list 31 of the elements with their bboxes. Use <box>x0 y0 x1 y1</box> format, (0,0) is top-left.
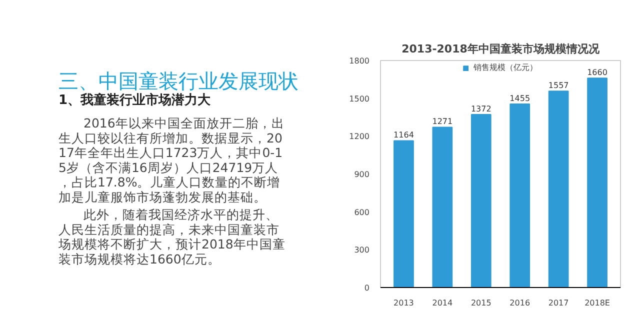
bar <box>432 126 453 288</box>
y-tick-label: 300 <box>354 246 370 255</box>
y-tick-label: 1200 <box>349 132 370 142</box>
bar <box>470 114 492 288</box>
bar <box>394 140 414 288</box>
bar <box>548 90 569 288</box>
bar <box>587 78 608 288</box>
bar <box>510 104 530 288</box>
y-tick-label: 900 <box>354 170 370 179</box>
data-label: 1455 <box>510 94 530 104</box>
y-tick-label: 600 <box>354 208 370 217</box>
text: 1、我童装行业市场潜力大 <box>58 92 212 108</box>
x-tick-label: 2016 <box>510 298 530 308</box>
data-label: 1557 <box>548 81 569 90</box>
data-label: 1660 <box>587 68 608 78</box>
x-tick-label: 2015 <box>470 298 492 308</box>
data-label: 1372 <box>470 104 492 114</box>
data-label: 1271 <box>432 117 453 126</box>
x-tick-label: 2014 <box>432 298 453 308</box>
y-tick-label: 1800 <box>349 56 370 66</box>
text: 2016年以来中国全面放开二胎，出生人口较以往有所增加。数据显示，2017年全年出生人口1723万人，其中0-15岁（含不满16周岁）人口24719万人，占比17.8%。儿童人口数量的不断增加是儿童服饰市场蓬勃发展的基础。 <box>58 115 284 205</box>
x-tick-label: 2013 <box>394 298 414 308</box>
text: 三、中国童装行业发展现状 <box>58 68 298 93</box>
y-tick-label: 1500 <box>349 94 370 104</box>
text: 此外，随着我国经济水平的提升、人民生活质量的提高，未来中国童装市场规模将不断扩大，预计2018年中国童装市场规模将达1660亿元。 <box>58 207 286 267</box>
legend-label: 销售规模（亿元） <box>474 62 538 73</box>
data-label: 1164 <box>394 130 414 140</box>
x-tick-label: 2018E <box>584 298 610 308</box>
x-tick-label: 2017 <box>548 298 569 308</box>
y-tick-label: 0 <box>364 284 370 292</box>
chart-title: 2013-2018年中国童装市场规模情况况 <box>402 42 600 56</box>
